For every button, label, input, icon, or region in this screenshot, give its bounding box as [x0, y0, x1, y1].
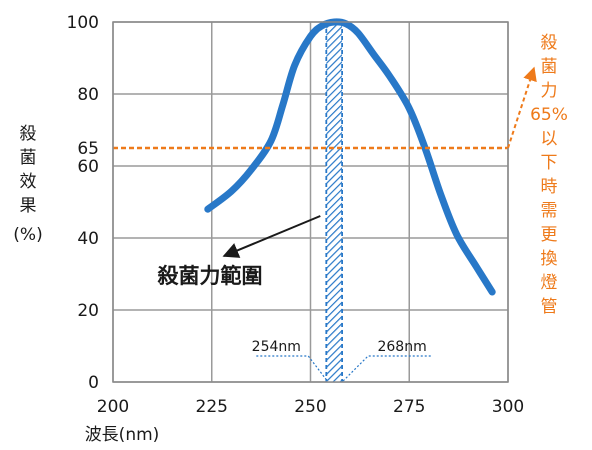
sterilization-range-band: [326, 22, 343, 382]
y-tick-label-40: 40: [77, 229, 99, 249]
threshold-arrow: [507, 66, 537, 149]
x-tick-label-275: 275: [393, 397, 425, 417]
threshold-label-part: 需: [541, 201, 558, 221]
threshold-label-part: 下: [541, 153, 558, 173]
y-tick-label-100: 100: [67, 13, 99, 33]
threshold-label-part: 時: [541, 177, 558, 197]
y-tick-label-20: 20: [77, 301, 99, 321]
y-tick-label-0: 0: [88, 373, 99, 393]
y-axis-label-part: 殺: [20, 124, 37, 144]
y-axis-label-part: 效: [20, 172, 37, 192]
threshold-label-part: 菌: [541, 57, 558, 77]
range-annotation: 254nm 268nm 殺菌力範圍: [157, 215, 433, 382]
threshold-label-part: 換: [541, 249, 558, 269]
grid-lines: [112, 21, 509, 383]
threshold-label-part: 更: [541, 225, 558, 245]
range-left-label: 254nm: [252, 339, 301, 355]
x-tick-label-300: 300: [492, 397, 524, 417]
x-tick-label-200: 200: [97, 397, 129, 417]
range-arrow: [222, 215, 321, 258]
y-axis-label-part: (%): [13, 225, 42, 245]
threshold-label-part: 管: [541, 297, 558, 317]
x-axis-ticks: 200 225 250 275 300: [97, 397, 524, 417]
y-axis-label-part: 果: [20, 196, 37, 216]
plot-area-border: [112, 21, 509, 383]
threshold-label-part: 力: [541, 81, 558, 101]
range-right-leader: [342, 355, 433, 382]
threshold-label-part: 65%: [530, 105, 568, 125]
y-tick-label-60: 60: [77, 157, 99, 177]
range-right-label: 268nm: [377, 339, 426, 355]
threshold-label-part: 燈: [541, 273, 558, 293]
series-line: [204, 18, 496, 296]
threshold-label-part: 以: [541, 129, 558, 149]
x-axis-label: 波長(nm): [85, 425, 160, 445]
range-label: 殺菌力範圍: [157, 264, 263, 288]
range-left-leader: [256, 355, 328, 382]
y-axis-label-part: 菌: [20, 148, 37, 168]
y-tick-label-80: 80: [77, 85, 99, 105]
threshold-label-part: 殺: [541, 33, 558, 53]
x-tick-label-225: 225: [196, 397, 228, 417]
y-tick-label-65: 65: [77, 139, 99, 159]
x-tick-label-250: 250: [294, 397, 326, 417]
